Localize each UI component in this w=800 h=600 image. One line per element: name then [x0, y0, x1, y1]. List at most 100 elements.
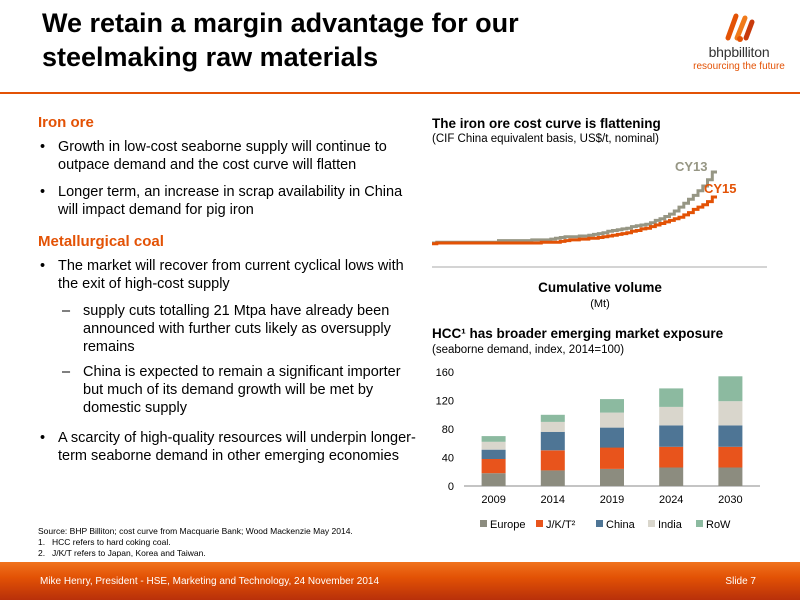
hcc-chart-subtitle: (seaborne demand, index, 2014=100): [432, 344, 625, 356]
legend-swatch-row: [696, 520, 703, 527]
x-tick-label: 2024: [659, 494, 683, 506]
iron-ore-heading: Iron ore: [38, 114, 94, 131]
bhp-logo-mark-icon: [725, 13, 755, 42]
bar-segment-china: [540, 431, 565, 451]
cost-curve-title: The iron ore cost curve is flattening: [432, 116, 661, 131]
coal-heading: Metallurgical coal: [38, 233, 164, 250]
legend-label-china: China: [606, 519, 636, 531]
bar-segment-europe: [540, 470, 565, 486]
dash-marker: –: [62, 303, 71, 319]
coal-bullet-2-text: A scarcity of high-quality resources wil…: [58, 430, 416, 464]
coal-subbullet-1-text: supply cuts totalling 21 Mtpa have alrea…: [83, 303, 391, 355]
cy15-series-line: [432, 195, 717, 246]
x-tick-label: 2030: [718, 494, 742, 506]
bar-segment-india: [718, 401, 743, 426]
cost-curve-chart: CY13 CY15 Cumulative volume (Mt): [432, 159, 767, 310]
footer-presenter: Mike Henry, President - HSE, Marketing a…: [40, 576, 380, 587]
bar-segment-china: [481, 449, 506, 459]
bar-segment-jkt: [600, 447, 624, 469]
coal-bullet-1-text: The market will recover from current cyc…: [58, 258, 404, 292]
bar-segment-europe: [481, 473, 506, 486]
logo-tagline: resourcing the future: [693, 61, 785, 72]
bar-segment-row: [540, 414, 565, 422]
bar-segment-china: [718, 425, 743, 447]
iron-bullet-2-text: Longer term, an increase in scrap availa…: [58, 184, 403, 218]
bar-segment-row: [718, 376, 743, 402]
iron-bullet-2: • Longer term, an increase in scrap avail…: [38, 183, 418, 219]
footnote-2-text: J/K/T refers to Japan, Korea and Taiwan.: [52, 548, 206, 558]
footnote-2: 2. J/K/T refers to Japan, Korea and Taiwa…: [38, 548, 458, 559]
bullet-marker: •: [40, 184, 46, 200]
cost-curve-xunit: (Mt): [590, 298, 610, 310]
legend-label-india: India: [658, 519, 683, 531]
footnote-1: 1. HCC refers to hard coking coal.: [38, 537, 458, 548]
cy15-label: CY15: [704, 181, 737, 196]
iron-bullet-1-text: Growth in low-cost seaborne supply will …: [58, 139, 387, 173]
bar-segment-row: [481, 436, 506, 442]
dash-marker: –: [62, 364, 71, 380]
hcc-chart-title: HCC¹ has broader emerging market exposur…: [432, 326, 724, 341]
bar-segment-jkt: [718, 446, 743, 468]
bullet-marker: •: [40, 430, 46, 446]
bar-segment-india: [540, 421, 565, 432]
slide-number: Slide 7: [725, 576, 756, 587]
x-tick-label: 2014: [541, 494, 565, 506]
slide-title-line1: We retain a margin advantage for our: [42, 8, 519, 38]
bar-segment-india: [659, 406, 684, 426]
coal-subbullet-1: – supply cuts totalling 21 Mtpa have alre…: [38, 302, 418, 356]
hcc-bar-chart: 0 40 80 120 160 2009 2014 2019 2024 2030 Europe J/K…: [436, 367, 760, 531]
bullet-marker: •: [40, 139, 46, 155]
iron-bullet-1: • Growth in low-cost seaborne supply will…: [38, 138, 418, 174]
legend-swatch-india: [648, 520, 655, 527]
footnotes: Source: BHP Billiton; cost curve from Ma…: [38, 526, 458, 559]
footnote-1-text: HCC refers to hard coking coal.: [52, 537, 171, 547]
cost-curve-xlabel: Cumulative volume: [538, 280, 662, 295]
bar-segment-china: [600, 427, 624, 448]
legend-label-jkt: J/K/T²: [546, 519, 576, 531]
logo-brand-text: bhpbilliton: [708, 44, 770, 60]
footnote-2-number: 2.: [38, 548, 46, 558]
legend-label-europe: Europe: [490, 519, 525, 531]
coal-subbullet-2: – China is expected to remain a significa…: [38, 363, 418, 417]
cost-curve-subtitle: (CIF China equivalent basis, US$/t, nomi…: [432, 133, 659, 145]
footnote-1-number: 1.: [38, 537, 46, 547]
logo-stroke-3: [743, 19, 755, 41]
y-tick-label: 40: [442, 453, 454, 465]
bar-segment-europe: [718, 467, 743, 486]
y-tick-label: 0: [448, 481, 454, 493]
y-tick-label: 160: [436, 367, 454, 379]
logo-stroke-2: [734, 15, 748, 41]
bar-segment-europe: [600, 468, 624, 486]
bar-segment-jkt: [659, 446, 684, 468]
footer-bar: [0, 562, 800, 600]
cy13-series-line: [432, 170, 717, 245]
left-column: Iron ore • Growth in low-cost seaborne su…: [38, 114, 418, 474]
cy13-label: CY13: [675, 159, 708, 174]
legend-label-row: RoW: [706, 519, 731, 531]
bar-segment-india: [600, 412, 624, 428]
y-tick-label: 80: [442, 424, 454, 436]
x-tick-label: 2019: [600, 494, 624, 506]
bar-segment-row: [659, 388, 684, 407]
x-tick-label: 2009: [481, 494, 505, 506]
bar-segment-china: [659, 425, 684, 447]
coal-bullet-2: • A scarcity of high-quality resources wi…: [38, 429, 418, 465]
legend-swatch-jkt: [536, 520, 543, 527]
slide-title-line2: steelmaking raw materials: [42, 42, 379, 72]
bhp-logo: bhpbilliton resourcing the future: [684, 8, 794, 78]
slide-title: We retain a margin advantage for our ste…: [42, 6, 662, 74]
header-rule: [0, 92, 800, 94]
bullet-marker: •: [40, 258, 46, 274]
coal-bullet-1: • The market will recover from current cy…: [38, 257, 418, 293]
logo-dot: [737, 36, 743, 42]
bar-segment-jkt: [481, 458, 506, 474]
legend-swatch-europe: [480, 520, 487, 527]
bar-segment-europe: [659, 467, 684, 486]
bar-segment-jkt: [540, 450, 565, 471]
legend-swatch-china: [596, 520, 603, 527]
footnote-source: Source: BHP Billiton; cost curve from Ma…: [38, 526, 353, 536]
coal-subbullet-2-text: China is expected to remain a significan…: [83, 364, 401, 416]
y-tick-label: 120: [436, 396, 454, 408]
logo-stroke-1: [725, 13, 739, 41]
bar-segment-india: [481, 441, 506, 450]
